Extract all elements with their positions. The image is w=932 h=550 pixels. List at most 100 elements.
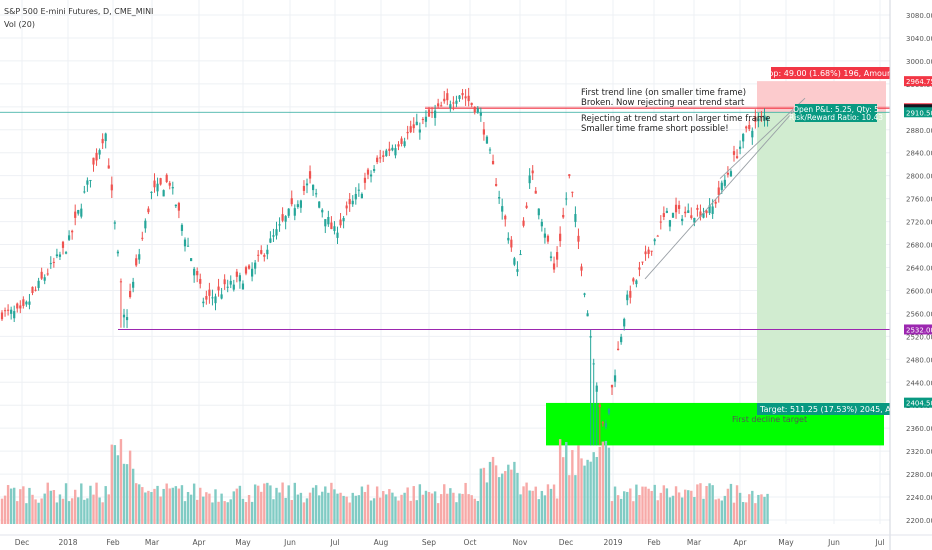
candle-body — [760, 116, 763, 118]
candle-body — [528, 175, 531, 184]
candle-body — [671, 212, 675, 218]
trendline-note-line-2: Broken. Now rejecting near trend start — [581, 98, 745, 108]
candle-body — [95, 152, 98, 161]
candle-body — [220, 294, 223, 299]
volume-bar — [754, 503, 757, 524]
candle-body — [705, 210, 708, 214]
candle-body — [214, 296, 217, 304]
candle-body — [434, 110, 437, 118]
volume-indicator-label[interactable]: Vol (20) — [4, 20, 35, 29]
volume-bar — [80, 483, 83, 524]
candle-body — [592, 363, 595, 365]
candle-body — [473, 107, 476, 113]
volume-bar — [619, 498, 623, 524]
candle-body — [720, 182, 723, 190]
price-tick-label: 2800.00 — [906, 173, 932, 181]
volume-bar — [440, 494, 443, 524]
volume-bar — [558, 439, 562, 524]
candle-body — [552, 263, 556, 270]
volume-bar — [189, 494, 193, 524]
volume-bar — [89, 485, 92, 524]
candle-body — [504, 215, 507, 220]
volume-bar — [131, 468, 135, 524]
candle-body — [604, 423, 607, 427]
volume-bar — [488, 461, 492, 524]
volume-bar — [375, 486, 379, 524]
candle-body — [284, 216, 287, 222]
volume-bar — [684, 489, 687, 524]
volume-bar — [592, 452, 595, 524]
volume-bar — [623, 491, 626, 524]
candle-body — [699, 211, 702, 217]
trend-line-smaller — [719, 97, 806, 179]
volume-bar — [186, 491, 190, 524]
candle-body — [25, 301, 28, 305]
candle-body — [458, 95, 461, 99]
candle-body — [516, 269, 519, 272]
candle-body — [110, 184, 113, 191]
volume-bar — [192, 483, 196, 524]
volume-bar — [708, 483, 711, 524]
candle-body — [543, 233, 546, 238]
volume-bar — [101, 502, 104, 524]
volume-bar — [610, 501, 614, 524]
candle-body — [376, 157, 379, 163]
volume-bar — [43, 493, 46, 524]
candle-body — [580, 266, 583, 271]
volume-bar — [543, 495, 547, 524]
volume-bar — [290, 499, 293, 524]
volume-bar — [107, 494, 110, 524]
volume-bar — [299, 492, 303, 524]
candle-body — [732, 151, 736, 155]
volume-bar — [415, 500, 418, 524]
candle-body — [461, 93, 464, 96]
candle-body — [171, 187, 174, 189]
candle-body — [61, 241, 65, 248]
volume-bar — [70, 498, 74, 524]
target-zone — [757, 112, 886, 403]
volume-bar — [86, 498, 89, 524]
volume-bar — [449, 488, 452, 524]
volume-bar — [208, 493, 211, 524]
candle-body — [394, 148, 397, 156]
volume-bar — [674, 486, 678, 524]
price-tick-label: 2840.00 — [906, 150, 932, 158]
candle-body — [333, 226, 336, 231]
candle-body — [342, 218, 345, 222]
volume-bar — [379, 497, 382, 524]
candle-body — [424, 116, 428, 122]
volume-bar — [141, 487, 144, 524]
volume-bar — [528, 490, 531, 524]
volume-bar — [659, 492, 662, 524]
candle-body — [766, 117, 769, 120]
volume-bar — [644, 486, 647, 524]
candle-body — [263, 255, 266, 257]
candle-body — [440, 105, 443, 107]
time-tick-label: Mar — [687, 538, 702, 547]
volume-bar — [232, 491, 235, 524]
symbol-title[interactable]: S&P 500 E-mini Futures, D, CME_MINI — [4, 7, 154, 16]
candle-body — [122, 314, 126, 318]
candle-body — [290, 198, 293, 205]
candle-body — [498, 197, 501, 199]
candle-body — [641, 261, 644, 263]
candle-body — [186, 245, 190, 247]
candle-body — [476, 108, 479, 113]
candle-body — [559, 233, 562, 242]
volume-bar — [217, 501, 220, 524]
volume-bar — [470, 495, 473, 524]
volume-bar — [723, 495, 727, 524]
volume-bar — [55, 502, 59, 524]
candle-body — [626, 294, 629, 301]
candle-body — [540, 221, 543, 227]
volume-bar — [0, 498, 4, 524]
volume-bar — [397, 500, 400, 524]
candle-body — [19, 305, 22, 309]
volume-bar — [3, 495, 7, 524]
volume-bar — [687, 490, 690, 524]
chart-legend: S&P 500 E-mini Futures, D, CME_MINI Vol … — [4, 5, 153, 31]
volume-bar — [555, 498, 559, 524]
volume-bar — [162, 488, 165, 524]
candle-body — [385, 150, 388, 156]
